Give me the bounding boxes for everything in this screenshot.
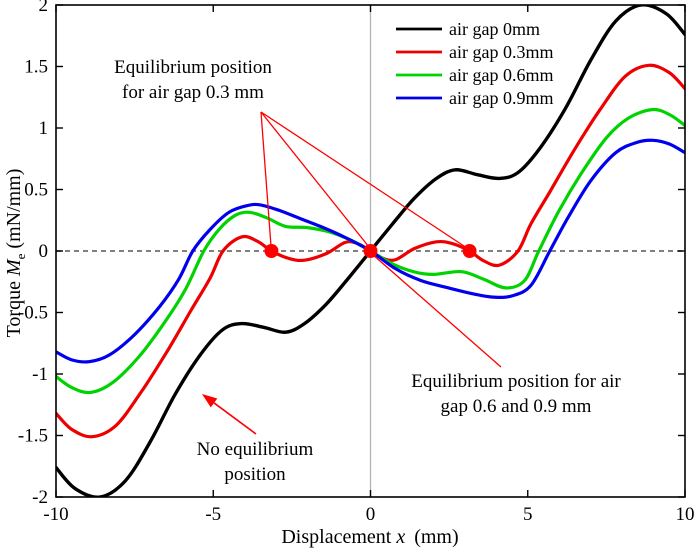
annotation-line: for air gap 0.3 mm (122, 82, 264, 104)
y-axis-label: Torque Me (mN/mm) (3, 103, 29, 403)
no-equilibrium-arrow-shaft (213, 402, 257, 435)
legend-label: air gap 0.3mm (449, 42, 553, 62)
annotation-line: No equilibrium (196, 439, 314, 460)
annotation-no-equilibrium: No equilibrium position (197, 437, 314, 488)
x-axis-label-text: Displacement (281, 526, 397, 548)
x-tick-label: -10 (43, 504, 68, 525)
equilibrium-point (363, 244, 378, 258)
x-axis-label: Displacement x (mm) (281, 526, 458, 549)
annotation-line: position (224, 464, 286, 486)
y-tick-label: 1 (39, 118, 49, 139)
y-tick-label: 0 (39, 241, 49, 262)
y-tick-label: 2 (39, 0, 49, 16)
callout-line-eq-03 (260, 111, 370, 248)
y-tick-label: -2 (32, 487, 48, 508)
series-line-air-gap-0-9mm (56, 138, 685, 364)
y-tick-label: -1 (32, 364, 48, 385)
equilibrium-point (462, 244, 477, 258)
annotation-equilibrium-airgap-03: Equilibrium position for air gap 0.3 mm (114, 55, 272, 106)
y-tick-label: -0.5 (18, 303, 48, 324)
y-tick-label: 1.5 (24, 57, 48, 78)
y-axis-label-text: Torque (3, 276, 25, 338)
annotation-line: Equilibrium position (114, 57, 272, 78)
callout-line-eq-0609 (371, 253, 502, 368)
y-axis-label-subscript: e (13, 253, 28, 260)
y-axis-label-symbol: M (3, 259, 25, 277)
y-axis-label-units: (mN/mm) (3, 168, 25, 254)
x-tick-label: -5 (205, 504, 221, 525)
x-axis-label-symbol: x (396, 526, 406, 548)
y-tick-label: -1.5 (18, 426, 48, 447)
x-axis-label-units: (mm) (405, 526, 459, 548)
legend-label: air gap 0mm (449, 19, 540, 39)
x-tick-label: 5 (523, 504, 533, 525)
legend-label: air gap 0.6mm (449, 65, 553, 85)
equilibrium-point (264, 244, 279, 258)
legend-label: air gap 0.9mm (449, 88, 553, 108)
annotation-line: gap 0.6 and 0.9 mm (440, 396, 592, 418)
annotation-equilibrium-airgap-06-09: Equilibrium position for air gap 0.6 and… (411, 369, 621, 420)
annotation-line: Equilibrium position for air (411, 371, 621, 392)
callout-line-eq-03 (260, 111, 272, 247)
no-equilibrium-arrow-head (202, 394, 218, 408)
x-tick-label: 0 (366, 504, 376, 525)
y-tick-label: 0.5 (24, 180, 48, 201)
callout-line-eq-03 (260, 111, 468, 249)
x-tick-label: 10 (676, 504, 695, 525)
